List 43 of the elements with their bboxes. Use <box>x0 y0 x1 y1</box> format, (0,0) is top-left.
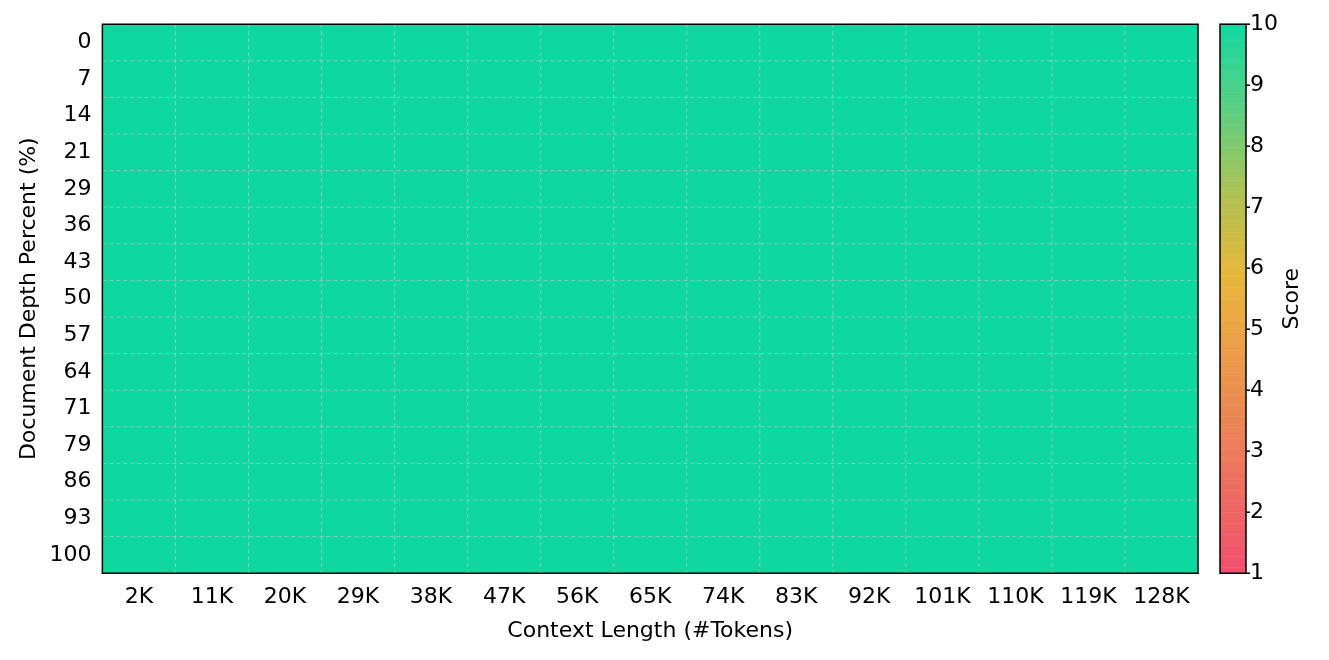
y-tick-label: 14 <box>63 101 92 127</box>
y-axis-title: Document Depth Percent (%) <box>14 137 40 461</box>
x-tick-label: 38K <box>409 583 453 609</box>
color-bar-label: 10 <box>1250 9 1278 35</box>
color-bar-label: 4 <box>1250 375 1264 401</box>
x-tick-label: 11K <box>190 583 234 609</box>
y-tick-label: 0 <box>77 28 92 54</box>
y-tick-label: 7 <box>77 64 92 90</box>
y-tick-label: 43 <box>63 247 92 273</box>
color-bar-title: Score <box>1277 267 1303 330</box>
y-tick-label: 79 <box>63 430 92 456</box>
x-tick-label: 47K <box>482 583 526 609</box>
color-bar-label: 1 <box>1250 558 1264 584</box>
color-bar-label: 3 <box>1250 436 1264 462</box>
y-tick-label: 50 <box>63 284 92 310</box>
y-tick-label: 57 <box>63 321 92 347</box>
x-tick-label: 56K <box>555 583 599 609</box>
x-tick-label: 110K <box>987 583 1045 609</box>
y-tick-label: 86 <box>63 467 92 493</box>
color-bar-label: 8 <box>1250 131 1264 157</box>
color-bar-label: 7 <box>1250 192 1264 218</box>
y-tick-label: 71 <box>63 394 92 420</box>
x-tick-label: 20K <box>263 583 307 609</box>
y-tick-label: 100 <box>49 540 92 566</box>
x-tick-label: 101K <box>914 583 972 609</box>
y-tick-label: 93 <box>63 504 92 530</box>
color-bar-label: 2 <box>1250 497 1264 523</box>
y-tick-label: 29 <box>63 174 92 200</box>
x-tick-label: 2K <box>124 583 154 609</box>
y-tick-label: 21 <box>63 138 92 164</box>
color-bar-label: 9 <box>1250 70 1264 96</box>
x-tick-label: 119K <box>1060 583 1118 609</box>
x-tick-label: 92K <box>848 583 892 609</box>
color-bar-label: 5 <box>1250 314 1264 340</box>
x-tick-label: 29K <box>336 583 380 609</box>
color-bar-label: 6 <box>1250 253 1264 279</box>
x-tick-label: 83K <box>775 583 819 609</box>
x-axis-title: Context Length (#Tokens) <box>507 616 794 642</box>
x-tick-label: 128K <box>1133 583 1191 609</box>
y-tick-label: 64 <box>63 357 92 383</box>
y-tick-label: 36 <box>63 211 92 237</box>
x-tick-label: 74K <box>702 583 746 609</box>
x-tick-label: 65K <box>628 583 672 609</box>
